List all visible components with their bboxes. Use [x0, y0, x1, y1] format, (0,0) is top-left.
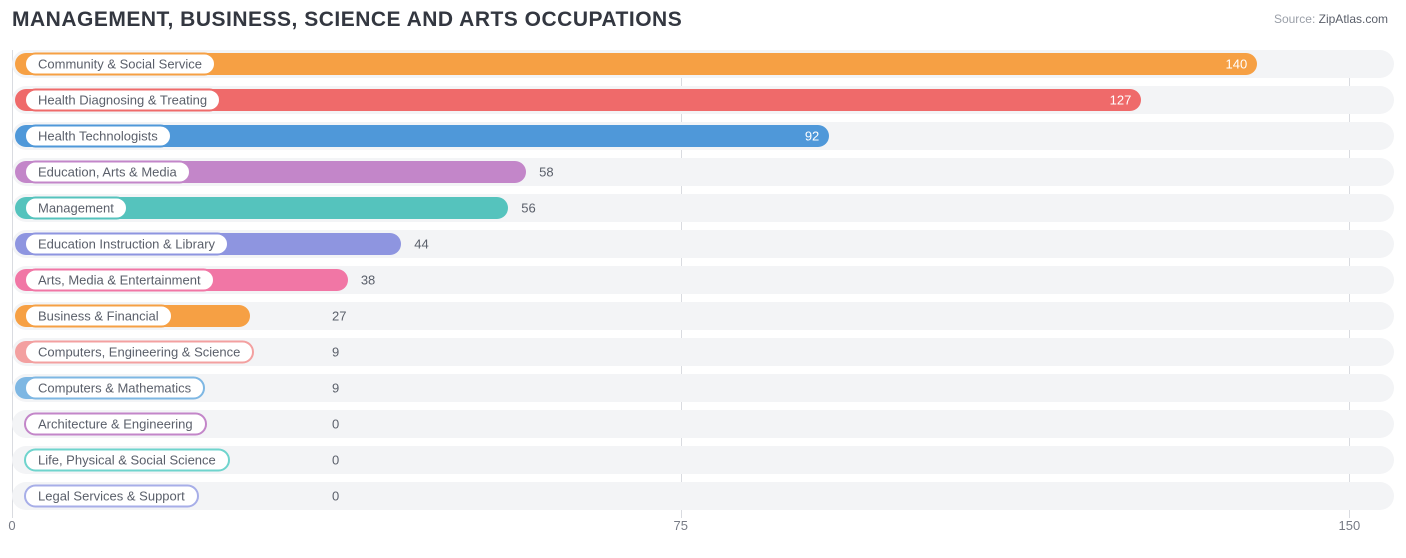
bar-label: Education Instruction & Library: [24, 233, 229, 256]
bar-label: Architecture & Engineering: [24, 413, 207, 436]
bar-value: 58: [539, 165, 553, 180]
source-attribution: Source: ZipAtlas.com: [1274, 12, 1388, 26]
bar-value: 56: [521, 201, 535, 216]
header-row: MANAGEMENT, BUSINESS, SCIENCE AND ARTS O…: [12, 8, 1394, 32]
bar-value: 0: [332, 417, 339, 432]
bar-value: 27: [332, 309, 346, 324]
bar-value: 140: [1226, 57, 1248, 72]
bars-wrap: 140 Community & Social Service 127 Health D…: [12, 50, 1394, 510]
bar-value: 127: [1110, 93, 1132, 108]
bar-value: 9: [332, 381, 339, 396]
bar-value: 44: [414, 237, 428, 252]
bar-label: Management: [24, 197, 128, 220]
bar-track: 0 Legal Services & Support: [12, 482, 1394, 510]
bar-label: Community & Social Service: [24, 53, 216, 76]
bar-value: 0: [332, 453, 339, 468]
bar-value: 0: [332, 489, 339, 504]
bar-label: Health Technologists: [24, 125, 172, 148]
bar-value: 92: [805, 129, 819, 144]
bar-label: Education, Arts & Media: [24, 161, 191, 184]
bar-track: 0 Architecture & Engineering: [12, 410, 1394, 438]
bar-label: Life, Physical & Social Science: [24, 449, 230, 472]
bar-track: 27 Business & Financial: [12, 302, 1394, 330]
bar-track: 56 Management: [12, 194, 1394, 222]
bar-track: 9 Computers, Engineering & Science: [12, 338, 1394, 366]
source-label: Source:: [1274, 12, 1315, 26]
source-value: ZipAtlas.com: [1319, 12, 1388, 26]
bar-track: 44 Education Instruction & Library: [12, 230, 1394, 258]
bar-track: 0 Life, Physical & Social Science: [12, 446, 1394, 474]
plot-area: 140 Community & Social Service 127 Health D…: [12, 50, 1394, 518]
chart-title: MANAGEMENT, BUSINESS, SCIENCE AND ARTS O…: [12, 8, 682, 32]
bar-value: 9: [332, 345, 339, 360]
bar-track: 140 Community & Social Service: [12, 50, 1394, 78]
bar-label: Business & Financial: [24, 305, 173, 328]
x-axis-tick: 0: [8, 518, 15, 533]
x-axis-tick: 150: [1339, 518, 1361, 533]
chart-container: MANAGEMENT, BUSINESS, SCIENCE AND ARTS O…: [0, 0, 1406, 558]
bar-label: Computers, Engineering & Science: [24, 341, 254, 364]
bar-label: Computers & Mathematics: [24, 377, 205, 400]
x-axis-tick: 75: [673, 518, 687, 533]
bar-track: 38 Arts, Media & Entertainment: [12, 266, 1394, 294]
bar-track: 92 Health Technologists: [12, 122, 1394, 150]
bar-label: Legal Services & Support: [24, 485, 199, 508]
bar-label: Arts, Media & Entertainment: [24, 269, 215, 292]
bar-value: 38: [361, 273, 375, 288]
x-axis: 075150: [12, 518, 1394, 538]
bar-track: 9 Computers & Mathematics: [12, 374, 1394, 402]
bar-label: Health Diagnosing & Treating: [24, 89, 221, 112]
bar-track: 127 Health Diagnosing & Treating: [12, 86, 1394, 114]
bar-track: 58 Education, Arts & Media: [12, 158, 1394, 186]
